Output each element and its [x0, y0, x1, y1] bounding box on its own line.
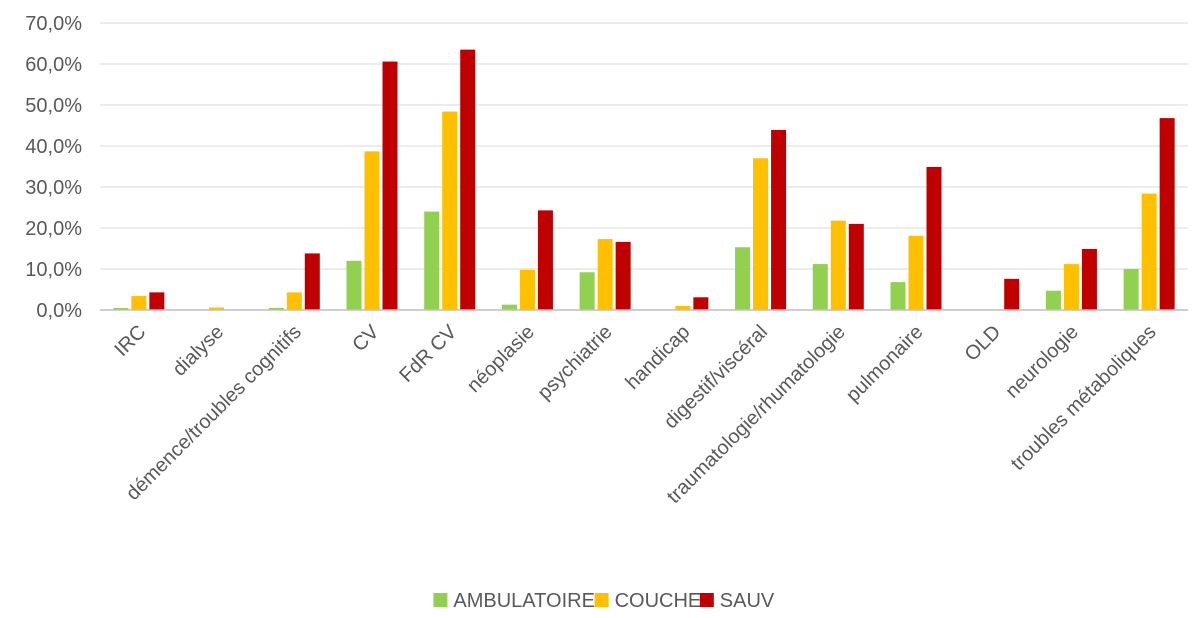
bar-couche-13	[1141, 193, 1157, 310]
bar-couche-3	[364, 151, 380, 310]
bar-couche-9	[830, 220, 846, 310]
y-tick-label: 10,0%	[25, 259, 82, 281]
bar-ambulatoire-3	[346, 260, 362, 310]
bar-couche-10	[908, 235, 924, 310]
bar-sauv-7	[693, 297, 709, 310]
y-tick-label: 40,0%	[25, 136, 82, 158]
bar-ambulatoire-5	[501, 304, 517, 310]
bar-sauv-4	[460, 49, 476, 311]
bar-sauv-3	[382, 61, 398, 310]
legend-swatch-ambulatoire	[433, 593, 448, 607]
category-label: CV	[348, 321, 384, 357]
bars	[113, 49, 1175, 311]
bar-couche-12	[1063, 264, 1079, 310]
y-tick-label: 20,0%	[25, 218, 82, 240]
bar-ambulatoire-6	[579, 272, 595, 310]
bar-sauv-11	[1004, 278, 1020, 310]
category-label: FdR CV	[395, 321, 461, 387]
bar-couche-5	[519, 269, 535, 310]
category-label: néoplasie	[463, 321, 539, 397]
category-label: IRC	[110, 321, 150, 361]
bar-ambulatoire-13	[1123, 269, 1139, 310]
bar-sauv-8	[771, 130, 787, 310]
category-label: OLD	[961, 321, 1006, 366]
bar-sauv-5	[537, 210, 553, 310]
bar-couche-0	[131, 296, 147, 310]
y-tick-label: 60,0%	[25, 54, 82, 76]
bar-couche-1	[209, 307, 225, 310]
bar-couche-7	[675, 305, 691, 310]
bar-sauv-6	[615, 241, 631, 310]
y-tick-label: 30,0%	[25, 177, 82, 199]
bar-ambulatoire-2	[268, 307, 284, 310]
category-label: troubles métaboliques	[1007, 321, 1161, 475]
category-label: pulmonaire	[842, 321, 928, 407]
category-label: psychiatrie	[534, 321, 617, 404]
bar-ambulatoire-9	[812, 264, 828, 310]
legend: AMBULATOIRE COUCHE SAUV	[433, 590, 775, 612]
legend-label-ambulatoire: AMBULATOIRE	[453, 590, 595, 612]
bar-ambulatoire-8	[735, 247, 751, 310]
y-tick-label: 50,0%	[25, 95, 82, 117]
bar-couche-6	[597, 239, 613, 310]
bar-couche-4	[442, 111, 458, 310]
gridlines	[100, 22, 1188, 270]
legend-swatch-couche	[594, 593, 609, 607]
category-label: dialyse	[169, 321, 229, 381]
bar-sauv-13	[1159, 118, 1175, 311]
bar-ambulatoire-4	[424, 211, 440, 310]
bar-sauv-12	[1081, 248, 1097, 310]
legend-label-sauv: SAUV	[720, 590, 775, 612]
category-label: handicap	[621, 321, 694, 394]
y-tick-label: 70,0%	[25, 13, 82, 35]
bar-sauv-2	[304, 253, 320, 310]
bar-couche-2	[286, 292, 302, 310]
legend-swatch-sauv	[699, 593, 714, 607]
category-label: neurologie	[1001, 321, 1083, 403]
bar-ambulatoire-0	[113, 307, 129, 310]
y-tick-label: 0,0%	[36, 300, 82, 322]
bar-sauv-10	[926, 166, 942, 310]
bar-ambulatoire-12	[1045, 290, 1061, 310]
bar-sauv-0	[149, 292, 165, 310]
bar-ambulatoire-10	[890, 282, 906, 310]
bar-couche-8	[753, 158, 769, 310]
bar-sauv-9	[848, 223, 864, 310]
y-axis-tick-labels: 0,0% 10,0% 20,0% 30,0% 40,0% 50,0% 60,0% 70,0%	[25, 13, 82, 322]
legend-label-couche: COUCHE	[615, 590, 702, 612]
